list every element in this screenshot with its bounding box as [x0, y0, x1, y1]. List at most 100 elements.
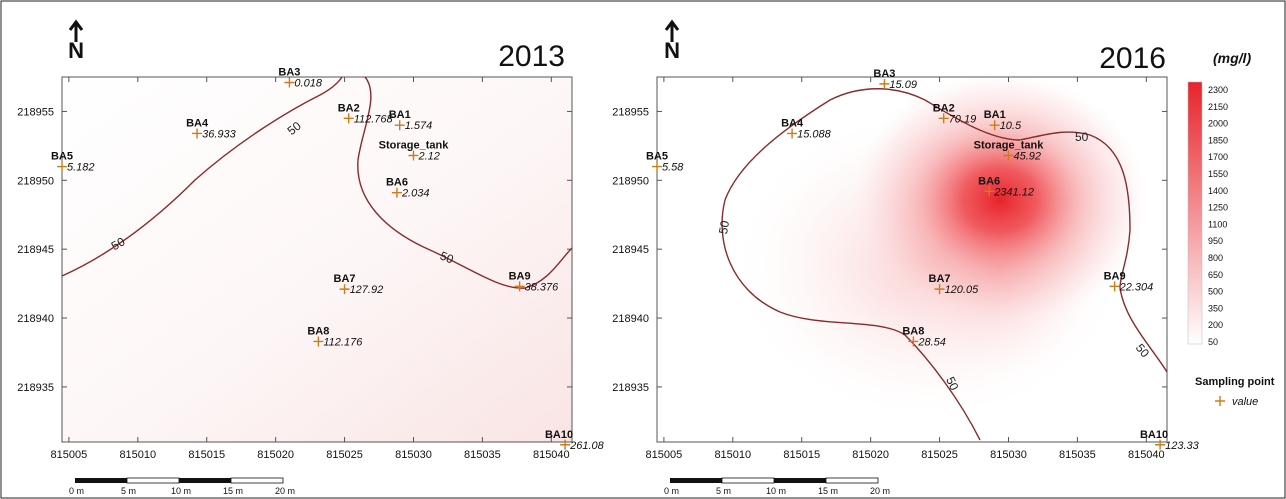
x-tick-label: 815035 — [1059, 449, 1096, 461]
point-value: 15.09 — [889, 79, 917, 91]
plus-marker-icon — [192, 128, 203, 139]
plus-marker-icon — [934, 284, 945, 295]
x-tick-label: 815020 — [257, 449, 294, 461]
point-name: BA3 — [278, 67, 300, 79]
axis-ticks-2013: 815005 815010 815015 815020 815025 815030 8150… — [17, 77, 572, 461]
contour-label: 50 — [109, 234, 128, 253]
scale-label: 5 m — [121, 486, 136, 496]
sampling-legend-value: value — [1232, 396, 1258, 408]
scale-label: 0 m — [69, 486, 84, 496]
point-value: 112.768 — [354, 113, 394, 125]
point-name: BA2 — [338, 102, 360, 114]
point-name: BA8 — [307, 325, 329, 337]
legend-level-label: 2150 — [1208, 102, 1228, 112]
point-name: BA3 — [873, 68, 895, 80]
plus-marker-icon — [408, 150, 419, 161]
y-tick-label: 218940 — [612, 313, 649, 325]
legend-level-label: 950 — [1208, 236, 1223, 246]
scale-label: 20 m — [275, 486, 295, 496]
contour-label: 50 — [1075, 130, 1089, 144]
scale-label: 0 m — [664, 486, 679, 496]
point-value: 2.034 — [401, 188, 430, 200]
legend-level-label: 50 — [1208, 337, 1218, 347]
legend-level-label: 1250 — [1208, 203, 1228, 213]
plus-marker-icon — [339, 284, 350, 295]
point-value: 38.376 — [525, 281, 560, 293]
point-name: BA10 — [545, 429, 573, 441]
x-tick-label: 815040 — [533, 449, 570, 461]
map-2016: 50 50 50 50 815005 815010 815015 815020 8150… — [612, 19, 1200, 496]
x-tick-label: 815025 — [921, 449, 958, 461]
point-name: BA9 — [509, 270, 531, 282]
plus-marker-icon — [514, 281, 525, 292]
point-value: 112.176 — [323, 336, 363, 348]
contour-50-2013 — [61, 76, 573, 289]
map-2013-frame — [61, 76, 573, 443]
y-tick-label: 218950 — [17, 175, 54, 187]
scale-bar-2016: 0 m 5 m 10 m 15 m 20 m — [664, 477, 890, 496]
point-name: BA2 — [933, 102, 955, 114]
map-year: 2013 — [498, 40, 565, 73]
scale-label: 5 m — [716, 486, 731, 496]
point-name: BA4 — [186, 117, 209, 129]
x-tick-label: 815015 — [783, 449, 820, 461]
north-arrow-icon: N — [68, 19, 84, 63]
point-name: BA5 — [51, 151, 73, 163]
x-tick-label: 815030 — [990, 449, 1027, 461]
x-tick-label: 815005 — [51, 449, 88, 461]
point-name: BA7 — [929, 273, 951, 285]
point-value: 22.304 — [1119, 281, 1154, 293]
y-tick-label: 218935 — [17, 382, 54, 394]
map-2013: 50 50 50 815005 815010 815015 815020 815025 8… — [17, 19, 605, 496]
point-value: 10.5 — [1000, 120, 1022, 132]
scale-label: 20 m — [870, 486, 890, 496]
plus-marker-icon — [284, 77, 295, 88]
point-value: 2.12 — [417, 151, 439, 163]
point-name: BA1 — [984, 109, 1006, 121]
x-tick-label: 815040 — [1128, 449, 1165, 461]
y-tick-label: 218955 — [17, 106, 54, 118]
x-tick-label: 815035 — [464, 449, 501, 461]
plus-marker-icon — [908, 336, 919, 347]
y-tick-label: 218950 — [612, 175, 649, 187]
point-value: 5.58 — [662, 162, 684, 174]
legend-unit: (mg/l) — [1213, 50, 1251, 66]
point-name: BA1 — [389, 109, 411, 121]
point-value: 120.05 — [945, 284, 980, 296]
legend-level-label: 2300 — [1208, 85, 1228, 95]
x-tick-label: 815005 — [646, 449, 683, 461]
point-name: BA10 — [1140, 429, 1168, 441]
legend-levels: 2300 2150 2000 1850 1700 1550 1400 1250 1100 950 8… — [1208, 85, 1228, 347]
scale-label: 10 m — [766, 486, 786, 496]
point-name: BA6 — [386, 177, 408, 189]
point-name: Storage_tank — [974, 140, 1045, 152]
contour-50-2016 — [721, 88, 1168, 441]
scale-bar-2013: 0 m 5 m 10 m 15 m 20 m — [69, 477, 295, 496]
north-arrow-icon: N — [664, 19, 680, 63]
legend-level-label: 500 — [1208, 287, 1223, 297]
plus-marker-icon — [1155, 439, 1166, 450]
point-value: 2341.12 — [993, 186, 1034, 198]
legend-level-label: 650 — [1208, 270, 1223, 280]
contour-label: 50 — [943, 375, 961, 393]
y-tick-label: 218945 — [612, 244, 649, 256]
point-name: BA8 — [902, 325, 924, 337]
point-value: 28.54 — [917, 336, 946, 348]
scale-label: 15 m — [818, 486, 838, 496]
